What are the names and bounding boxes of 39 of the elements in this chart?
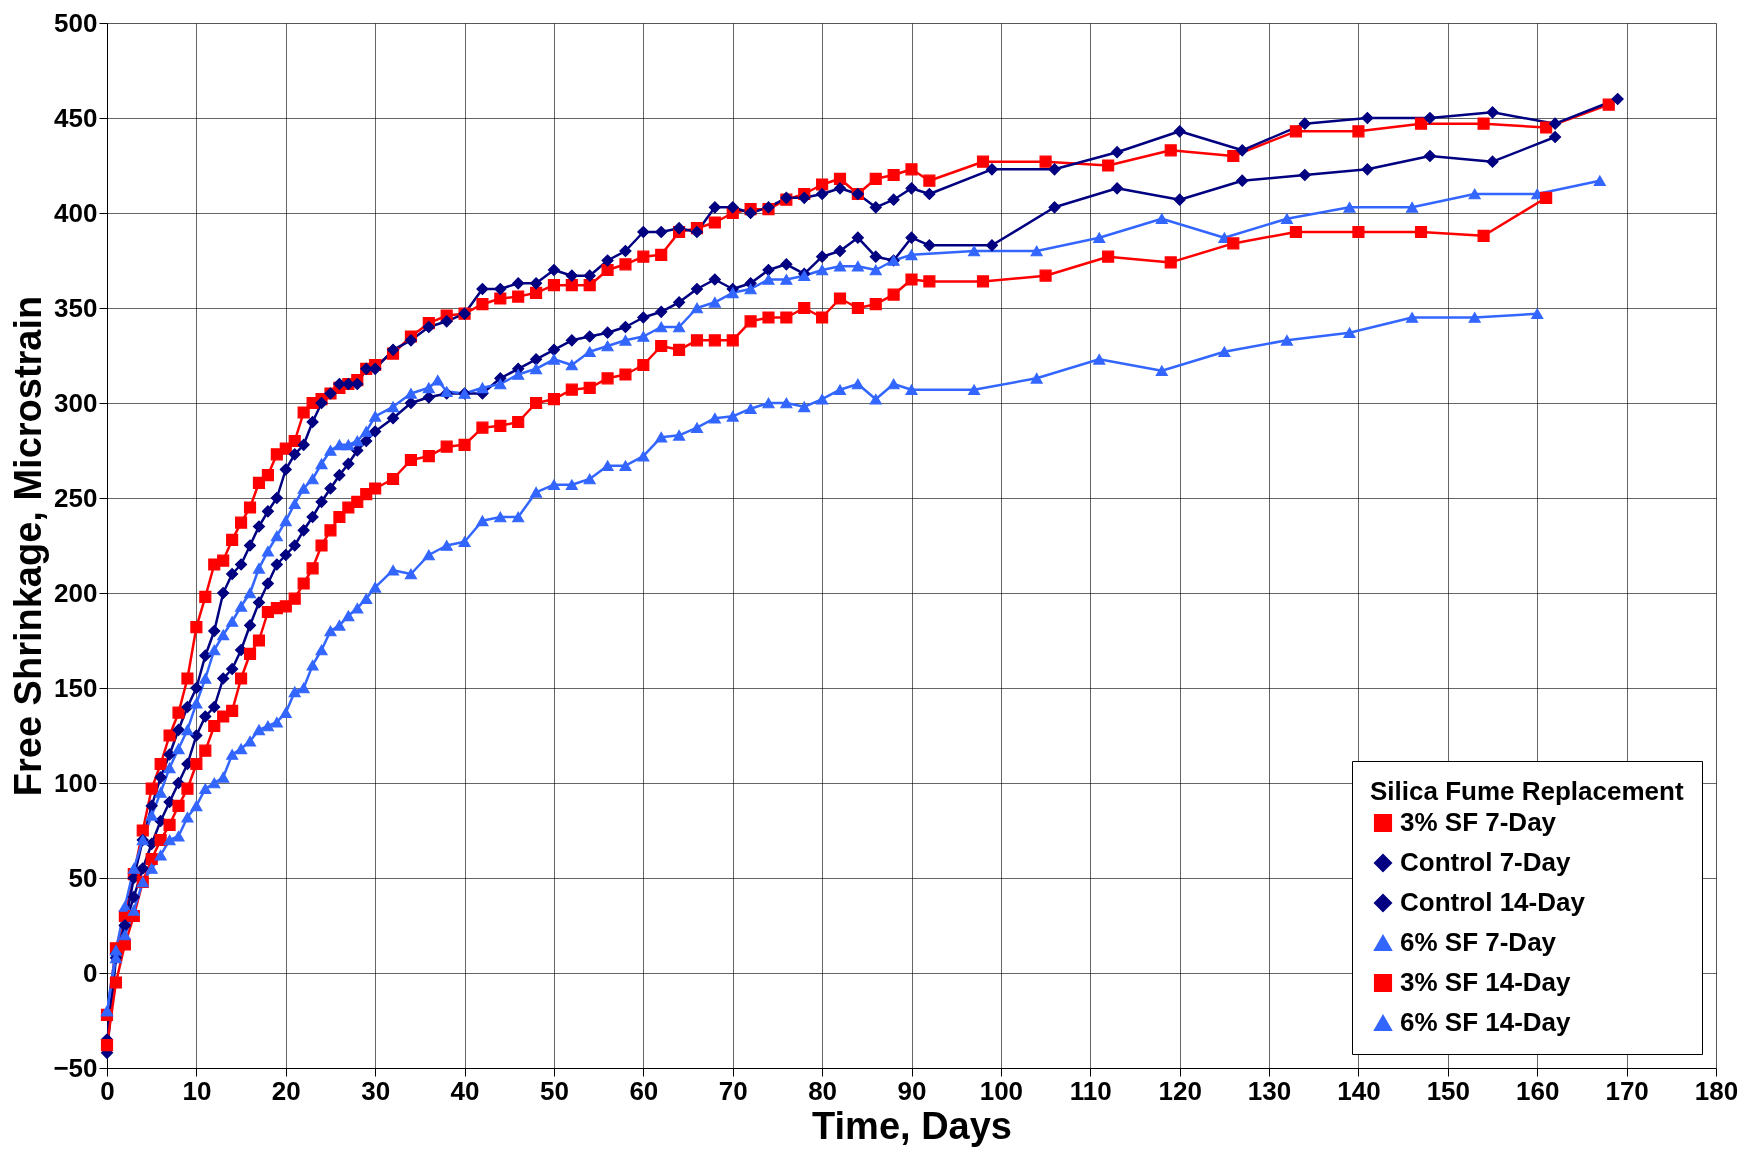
x-tick-label: 50 [539, 1075, 569, 1106]
x-tick-label: 100 [979, 1075, 1024, 1106]
x-tick-label: 90 [897, 1075, 927, 1106]
y-tick-label: 300 [54, 387, 98, 418]
x-tick-label: 30 [361, 1075, 391, 1106]
y-axis-title: Free Shrinkage, Microstrain [7, 295, 50, 797]
y-tick-label: 400 [54, 197, 98, 228]
legend-label: 6% SF 14-Day [1400, 1007, 1572, 1037]
x-tick-label: 130 [1247, 1075, 1292, 1106]
legend-title: Silica Fume Replacement [1370, 776, 1684, 806]
x-tick-label: 140 [1337, 1075, 1381, 1106]
y-tick-label: 100 [54, 767, 98, 798]
x-tick-label: 10 [182, 1075, 212, 1106]
x-tick-label: 170 [1605, 1075, 1649, 1106]
x-tick-label: 70 [718, 1075, 748, 1106]
legend-label: Control 7-Day [1400, 847, 1571, 877]
legend-label: 6% SF 7-Day [1400, 927, 1557, 957]
x-tick-label: 150 [1426, 1075, 1471, 1106]
x-tick-label: 120 [1158, 1075, 1202, 1106]
x-tick-label: 180 [1694, 1075, 1739, 1106]
y-tick-label: 250 [54, 482, 98, 513]
legend-label: Control 14-Day [1400, 887, 1586, 917]
x-tick-label: 110 [1069, 1075, 1112, 1106]
y-tick-label: 50 [68, 862, 98, 893]
x-tick-label: 20 [271, 1075, 301, 1106]
legend-label: 3% SF 7-Day [1400, 807, 1557, 837]
legend-label: 3% SF 14-Day [1400, 967, 1572, 997]
y-tick-label: 350 [54, 292, 98, 323]
y-tick-label: 0 [83, 957, 98, 988]
x-axis-title: Time, Days [812, 1104, 1012, 1147]
x-tick-label: 40 [450, 1075, 480, 1106]
y-tick-label: −50 [53, 1052, 98, 1083]
x-tick-label: 80 [808, 1075, 838, 1106]
y-tick-label: 450 [54, 102, 98, 133]
x-tick-label: 160 [1516, 1075, 1560, 1106]
y-tick-label: 500 [54, 7, 98, 38]
y-tick-label: 150 [54, 672, 98, 703]
y-tick-label: 200 [54, 577, 98, 608]
x-tick-label: 60 [629, 1075, 659, 1106]
